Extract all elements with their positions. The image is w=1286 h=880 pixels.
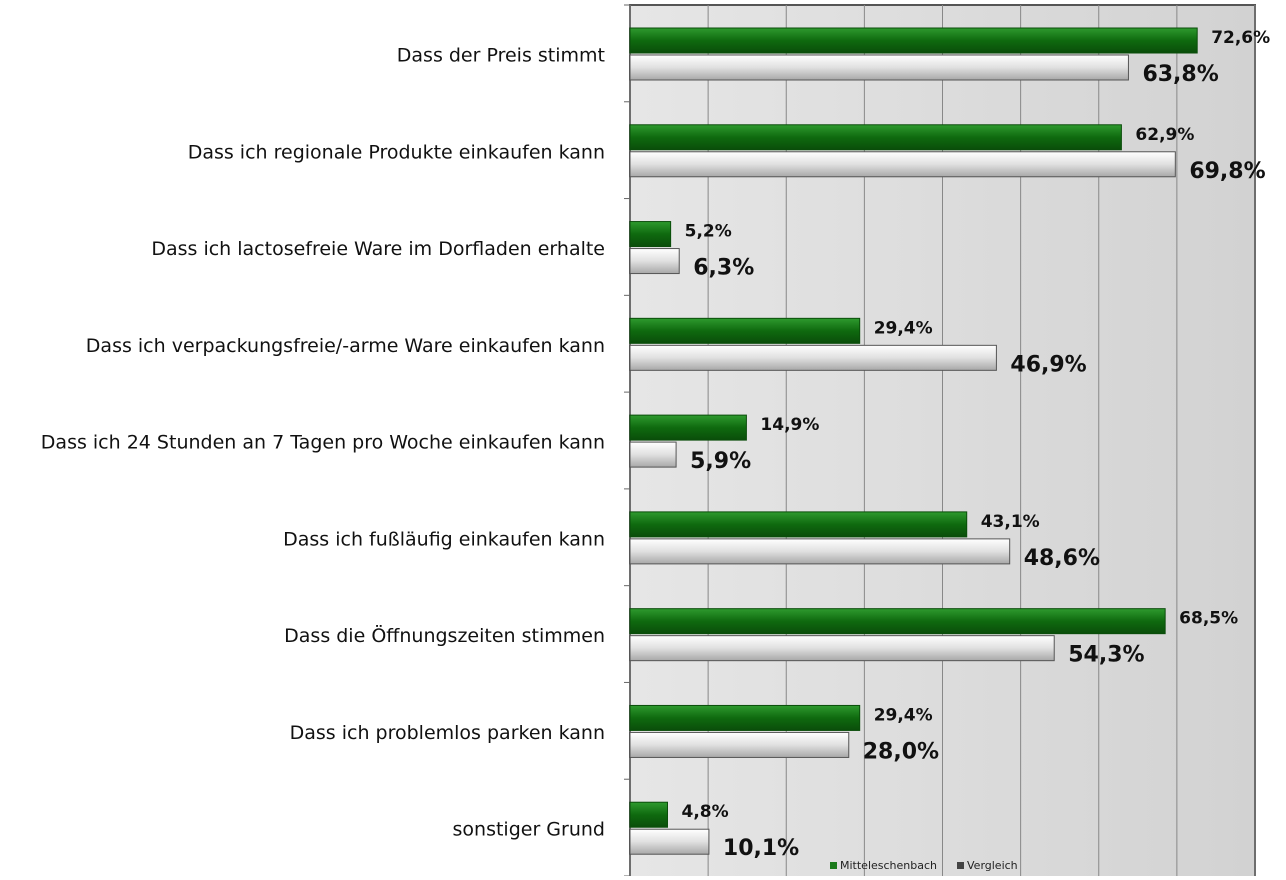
value-label: 5,2% (685, 222, 732, 242)
category-label: sonstiger Grund (453, 819, 605, 841)
bar (629, 151, 1176, 178)
value-label: 5,9% (690, 449, 751, 474)
bar (629, 801, 668, 828)
bar (629, 635, 1055, 662)
value-label: 29,4% (874, 318, 933, 338)
value-label: 4,8% (682, 802, 729, 822)
value-label: 48,6% (1024, 546, 1100, 571)
value-label: 29,4% (874, 705, 933, 725)
bar (629, 54, 1129, 81)
bar (629, 704, 861, 731)
category-label: Dass ich verpackungsfreie/-arme Ware ein… (86, 335, 605, 357)
bar (629, 27, 1198, 54)
bar (629, 248, 680, 275)
bar (629, 828, 710, 855)
bar (629, 317, 861, 344)
bar (629, 414, 747, 441)
legend-label: Vergleich (967, 859, 1018, 872)
value-label: 63,8% (1142, 62, 1218, 87)
value-label: 14,9% (760, 415, 819, 435)
category-label: Dass ich problemlos parken kann (290, 722, 605, 744)
value-label: 10,1% (723, 836, 799, 861)
value-label: 43,1% (981, 512, 1040, 532)
category-label: Dass ich 24 Stunden an 7 Tagen pro Woche… (41, 432, 605, 454)
value-label: 28,0% (863, 739, 939, 764)
value-label: 69,8% (1189, 159, 1265, 184)
bar (629, 221, 672, 248)
category-label: Dass ich fußläufig einkaufen kann (283, 528, 605, 550)
legend-swatch (830, 862, 837, 869)
category-label: Dass die Öffnungszeiten stimmen (284, 624, 605, 647)
bar (629, 344, 997, 371)
bar (629, 511, 968, 538)
bar (629, 538, 1011, 565)
legend-swatch (957, 862, 964, 869)
value-label: 72,6% (1211, 28, 1270, 48)
bar (629, 731, 850, 758)
category-label: Dass ich regionale Produkte einkaufen ka… (188, 141, 605, 163)
value-label: 54,3% (1068, 643, 1144, 668)
category-label: Dass ich lactosefreie Ware im Dorfladen … (151, 238, 605, 260)
value-label: 68,5% (1179, 609, 1238, 629)
category-label: Dass der Preis stimmt (397, 45, 605, 67)
value-label: 6,3% (693, 256, 754, 281)
value-label: 62,9% (1135, 125, 1194, 145)
bar (629, 124, 1122, 151)
bar (629, 608, 1166, 635)
legend-label: Mitteleschenbach (840, 859, 937, 872)
value-label: 46,9% (1010, 352, 1086, 377)
bar (629, 441, 677, 468)
